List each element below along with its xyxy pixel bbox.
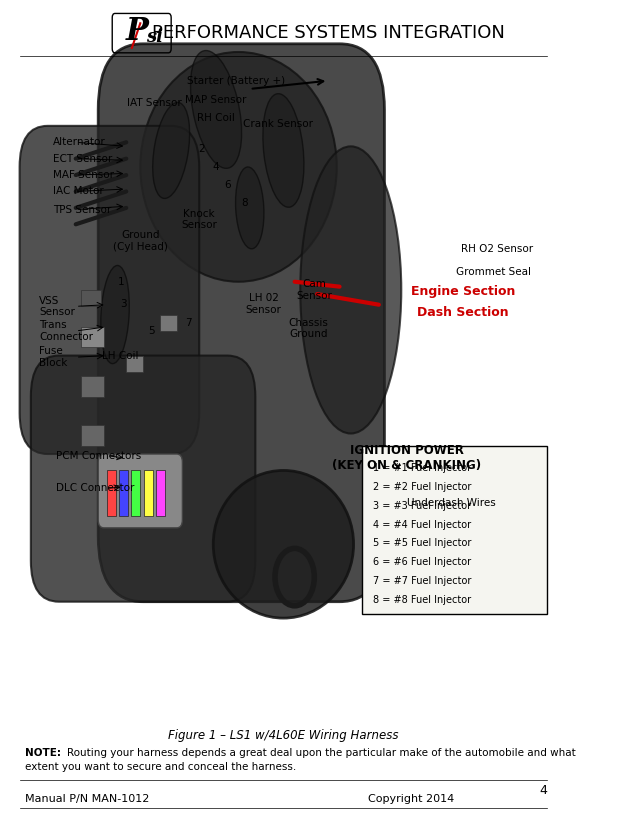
- Text: LH 02
Sensor: LH 02 Sensor: [246, 293, 282, 315]
- Text: 1 = #1 Fuel Injector: 1 = #1 Fuel Injector: [373, 463, 471, 473]
- Bar: [144, 471, 152, 515]
- Bar: [131, 471, 140, 515]
- Text: IGNITION POWER
(KEY ON & CRANKING): IGNITION POWER (KEY ON & CRANKING): [332, 444, 482, 472]
- Bar: [119, 471, 128, 515]
- Ellipse shape: [263, 93, 304, 207]
- Text: Knock
Sensor: Knock Sensor: [181, 209, 217, 230]
- Text: 2: 2: [198, 144, 205, 154]
- Text: Grommet Seal: Grommet Seal: [456, 267, 531, 277]
- Text: 8: 8: [241, 198, 248, 208]
- Text: PCM Connectors: PCM Connectors: [56, 451, 142, 461]
- Ellipse shape: [101, 265, 130, 363]
- FancyBboxPatch shape: [20, 126, 199, 454]
- Text: DLC Connector: DLC Connector: [56, 483, 135, 493]
- Ellipse shape: [213, 471, 353, 618]
- Bar: [156, 471, 165, 515]
- Text: Routing your harness depends a great deal upon the particular make of the automo: Routing your harness depends a great dea…: [68, 748, 576, 758]
- Text: VSS
Sensor: VSS Sensor: [40, 296, 75, 317]
- Text: si: si: [146, 28, 163, 46]
- Bar: [82, 376, 104, 396]
- Text: 1: 1: [117, 277, 124, 287]
- Text: Chassis
Ground: Chassis Ground: [289, 318, 329, 339]
- Text: Manual P/N MAN-1012: Manual P/N MAN-1012: [26, 794, 149, 804]
- Ellipse shape: [152, 102, 189, 198]
- Text: 5: 5: [148, 326, 155, 336]
- Ellipse shape: [300, 146, 401, 434]
- Text: MAP Sensor: MAP Sensor: [186, 95, 247, 105]
- Bar: [82, 327, 104, 348]
- Text: MAF Sensor: MAF Sensor: [54, 170, 114, 180]
- Text: IAT Sensor: IAT Sensor: [127, 97, 182, 108]
- Text: RH O2 Sensor: RH O2 Sensor: [461, 244, 533, 254]
- Bar: [107, 471, 115, 515]
- Bar: [82, 425, 104, 446]
- Text: 6: 6: [224, 180, 230, 190]
- Ellipse shape: [235, 167, 264, 249]
- Text: PERFORMANCE SYSTEMS INTEGRATION: PERFORMANCE SYSTEMS INTEGRATION: [152, 24, 505, 42]
- Text: 3 = #3 Fuel Injector: 3 = #3 Fuel Injector: [373, 501, 471, 510]
- Text: ECT Sensor: ECT Sensor: [54, 154, 112, 164]
- FancyBboxPatch shape: [98, 454, 182, 528]
- Text: 4: 4: [212, 162, 219, 172]
- Text: Copyright 2014: Copyright 2014: [367, 794, 454, 804]
- FancyBboxPatch shape: [31, 355, 255, 601]
- Text: 5 = #5 Fuel Injector: 5 = #5 Fuel Injector: [373, 539, 471, 548]
- Text: 8 = #8 Fuel Injector: 8 = #8 Fuel Injector: [373, 595, 471, 605]
- Bar: [160, 315, 177, 331]
- Text: 3: 3: [120, 299, 127, 309]
- Ellipse shape: [140, 52, 337, 282]
- Text: Figure 1 – LS1 w/4L60E Wiring Harness: Figure 1 – LS1 w/4L60E Wiring Harness: [168, 729, 399, 742]
- Text: 2 = #2 Fuel Injector: 2 = #2 Fuel Injector: [373, 482, 471, 491]
- Text: Alternator: Alternator: [54, 137, 106, 147]
- Text: Dash Section: Dash Section: [417, 306, 509, 320]
- Text: Cam
Sensor: Cam Sensor: [297, 279, 332, 301]
- Text: Crank Sensor: Crank Sensor: [243, 119, 313, 129]
- Ellipse shape: [191, 50, 242, 169]
- Bar: [126, 355, 143, 372]
- Text: 6 = #6 Fuel Injector: 6 = #6 Fuel Injector: [373, 558, 471, 567]
- Text: Starter (Battery +): Starter (Battery +): [187, 76, 285, 86]
- Text: IAC Motor: IAC Motor: [54, 187, 104, 197]
- Text: 7 = #7 Fuel Injector: 7 = #7 Fuel Injector: [373, 577, 471, 586]
- Text: 4: 4: [539, 784, 547, 797]
- Text: Underdash Wires: Underdash Wires: [408, 498, 496, 508]
- FancyBboxPatch shape: [362, 446, 547, 614]
- Text: 4 = #4 Fuel Injector: 4 = #4 Fuel Injector: [373, 520, 471, 529]
- Text: TPS Sensor: TPS Sensor: [54, 205, 112, 215]
- Text: Fuse
Block: Fuse Block: [40, 346, 68, 368]
- Text: Trans
Connector: Trans Connector: [40, 320, 93, 342]
- Text: extent you want to secure and conceal the harness.: extent you want to secure and conceal th…: [26, 762, 297, 772]
- Text: NOTE:: NOTE:: [26, 748, 61, 758]
- Text: Ground
(Cyl Head): Ground (Cyl Head): [113, 230, 168, 251]
- Text: LH Coil: LH Coil: [102, 350, 139, 361]
- Bar: [82, 290, 101, 306]
- Text: RH Coil: RH Coil: [197, 112, 235, 122]
- Text: 7: 7: [184, 318, 191, 328]
- Text: Engine Section: Engine Section: [411, 285, 516, 298]
- FancyBboxPatch shape: [98, 44, 385, 601]
- Text: P: P: [126, 16, 149, 47]
